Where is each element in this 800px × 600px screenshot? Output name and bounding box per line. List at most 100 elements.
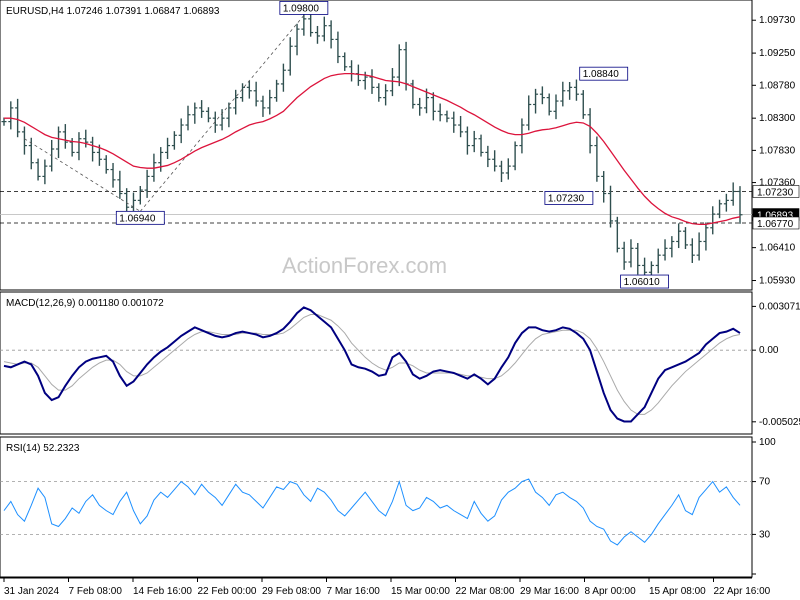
- rsi-line: [3, 478, 741, 546]
- candle: [594, 136, 600, 182]
- candle: [144, 169, 150, 198]
- swing-line: [24, 138, 141, 212]
- x-axis: 31 Jan 2024 7 Feb 08:00 14 Feb 16:00 22 Feb…: [0, 577, 771, 597]
- x-tick-label: 14 Feb 16:00: [133, 586, 192, 597]
- candle: [321, 16, 327, 42]
- candle: [533, 88, 539, 114]
- candle: [519, 118, 525, 154]
- y-tick-label: 1.07360: [759, 178, 796, 189]
- macd-panel-frame: [0, 291, 753, 435]
- candle: [655, 248, 661, 274]
- x-tick-label: 7 Mar 16:00: [327, 586, 381, 597]
- x-tick-label: 22 Apr 16:00: [714, 586, 771, 597]
- candle: [396, 44, 402, 87]
- price-box-label: 1.06770: [757, 219, 794, 230]
- candle: [83, 129, 89, 148]
- candle: [355, 64, 361, 86]
- candle: [342, 52, 348, 71]
- candle: [165, 137, 171, 160]
- candle: [608, 185, 614, 228]
- candle: [369, 69, 375, 94]
- candle: [723, 193, 729, 212]
- candle: [8, 101, 14, 130]
- candle: [21, 126, 27, 155]
- candle: [573, 79, 579, 101]
- y-tick-label: 30: [759, 529, 771, 540]
- candle: [635, 242, 641, 275]
- candle: [730, 182, 736, 206]
- candle: [280, 63, 286, 92]
- x-tick-label: 22 Feb 00:00: [198, 586, 257, 597]
- annotation-label: 1.06010: [624, 277, 661, 288]
- candle: [62, 124, 68, 149]
- candle: [621, 241, 627, 270]
- x-tick-label: 31 Jan 2024: [4, 586, 59, 597]
- candle: [505, 158, 511, 180]
- macd-y-axis: 0.003071 0.00 -0.005025: [752, 301, 800, 428]
- price-box: [752, 185, 800, 198]
- rsi-panel-title: RSI(14) 52.2323: [6, 443, 80, 454]
- candle: [205, 107, 211, 123]
- candle: [314, 25, 320, 44]
- annotation-label: 1.06940: [119, 213, 156, 224]
- y-tick-label: 100: [759, 437, 776, 448]
- candle: [212, 111, 218, 133]
- annotation-box: [620, 274, 669, 289]
- candle: [199, 100, 205, 118]
- candle: [103, 155, 109, 174]
- candle: [492, 150, 498, 172]
- candle: [696, 232, 702, 261]
- candle: [349, 60, 355, 82]
- x-tick-label: 29 Mar 16:00: [520, 586, 579, 597]
- candle: [485, 145, 491, 168]
- candle: [710, 206, 716, 235]
- candle: [703, 222, 709, 251]
- y-tick-label: 1.05930: [759, 276, 796, 287]
- y-tick-label: -0.005025: [759, 417, 800, 428]
- price-annotations: 1.09800 1.06940 1.08840 1.07230 1.06010: [115, 1, 669, 289]
- rsi-panel: RSI(14) 52.2323 100 70 30: [0, 436, 776, 578]
- price-box-label: 1.07230: [757, 187, 794, 198]
- candle: [553, 94, 559, 120]
- annotation-label: 1.08840: [583, 69, 620, 80]
- rsi-panel-frame: [0, 436, 753, 578]
- candle: [28, 137, 34, 170]
- candle: [717, 199, 723, 219]
- y-tick-label: 0.003071: [759, 301, 800, 312]
- candle: [328, 20, 334, 49]
- candle: [376, 83, 382, 102]
- candle: [158, 147, 164, 172]
- candle: [458, 115, 464, 138]
- price-panel: EURUSD,H4 1.07246 1.07391 1.06847 1.0689…: [0, 0, 800, 291]
- candle: [410, 79, 416, 109]
- candle: [260, 95, 266, 117]
- candle: [587, 108, 593, 154]
- y-tick-label: 1.07830: [759, 145, 796, 156]
- moving-average: [4, 73, 741, 226]
- candle: [567, 82, 573, 100]
- candle: [246, 80, 252, 99]
- annotation-box: [115, 210, 165, 225]
- annotation-box: [279, 1, 329, 15]
- price-panel-frame: [0, 0, 753, 291]
- candle: [226, 102, 232, 128]
- candle: [294, 23, 300, 56]
- y-tick-label: 1.09250: [759, 48, 796, 59]
- y-tick-label: 1.09730: [759, 15, 796, 26]
- candle: [233, 89, 239, 115]
- candle: [437, 103, 443, 122]
- candle: [308, 14, 314, 37]
- candle: [417, 97, 423, 116]
- rsi-levels: [0, 481, 752, 535]
- candle: [267, 89, 273, 115]
- candle: [539, 86, 545, 105]
- candle: [185, 105, 191, 131]
- candle: [42, 159, 48, 185]
- candle: [648, 261, 654, 277]
- x-tick-label: 8 Apr 00:00: [585, 586, 637, 597]
- candle: [478, 134, 484, 157]
- candle: [464, 126, 470, 155]
- candle: [56, 126, 62, 159]
- x-tick-label: 15 Apr 08:00: [649, 586, 706, 597]
